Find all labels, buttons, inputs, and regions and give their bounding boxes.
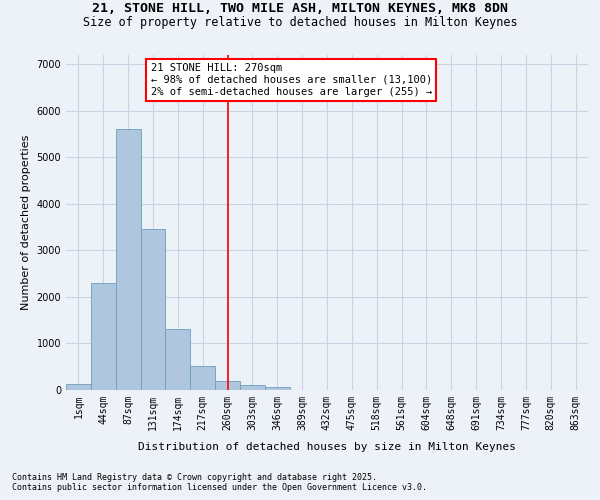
Bar: [116, 130, 140, 390]
Bar: [240, 386, 265, 390]
Bar: [66, 384, 91, 390]
Text: Contains public sector information licensed under the Open Government Licence v3: Contains public sector information licen…: [12, 482, 427, 492]
Text: 21 STONE HILL: 270sqm
← 98% of detached houses are smaller (13,100)
2% of semi-d: 21 STONE HILL: 270sqm ← 98% of detached …: [151, 64, 432, 96]
Text: Size of property relative to detached houses in Milton Keynes: Size of property relative to detached ho…: [83, 16, 517, 29]
Text: Contains HM Land Registry data © Crown copyright and database right 2025.: Contains HM Land Registry data © Crown c…: [12, 472, 377, 482]
Y-axis label: Number of detached properties: Number of detached properties: [21, 135, 31, 310]
Bar: [190, 366, 215, 390]
Bar: [91, 283, 116, 390]
Bar: [166, 329, 190, 390]
Text: 21, STONE HILL, TWO MILE ASH, MILTON KEYNES, MK8 8DN: 21, STONE HILL, TWO MILE ASH, MILTON KEY…: [92, 2, 508, 16]
Bar: [215, 380, 240, 390]
Bar: [140, 230, 166, 390]
Text: Distribution of detached houses by size in Milton Keynes: Distribution of detached houses by size …: [138, 442, 516, 452]
Bar: [265, 387, 290, 390]
